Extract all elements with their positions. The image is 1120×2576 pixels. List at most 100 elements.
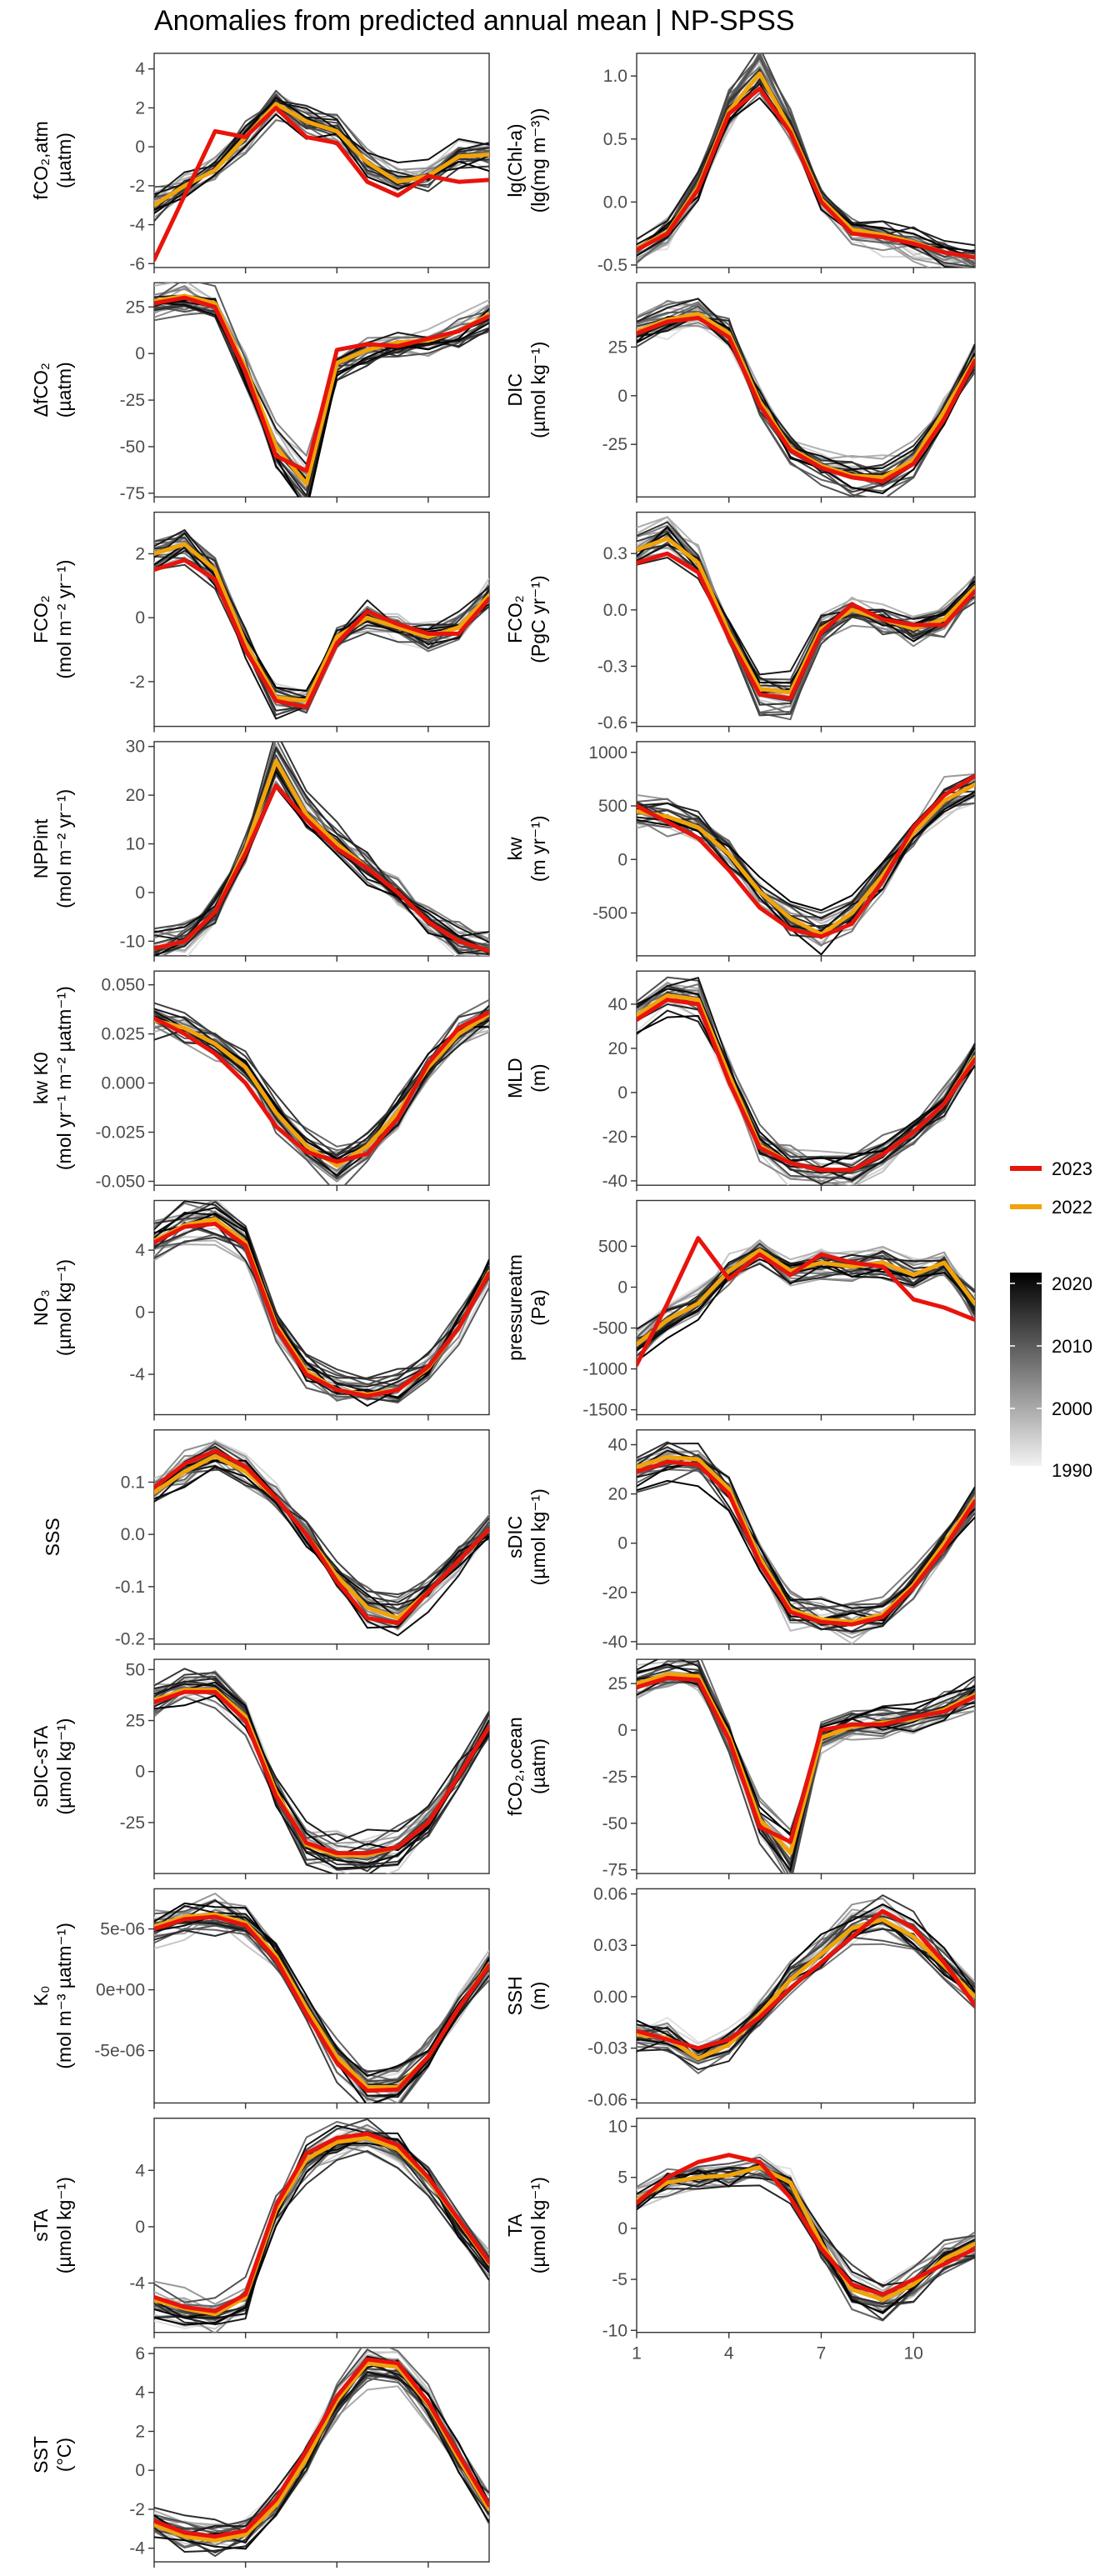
y-axis-label: fCO₂,atm bbox=[30, 121, 52, 200]
panel-sdic-sta: -25 0 25 50 sDIC-sTA (µmol kg⁻¹) bbox=[30, 1658, 490, 1880]
y-tick-label: 25 bbox=[608, 338, 628, 357]
y-tick-label: 0.00 bbox=[593, 1988, 628, 2007]
y-tick-label: -20 bbox=[602, 1128, 628, 1147]
y-tick-label: -0.2 bbox=[115, 1630, 145, 1649]
year-line bbox=[154, 543, 489, 693]
y-tick-label: -2 bbox=[129, 177, 145, 196]
y-axis-label: kw bbox=[504, 837, 526, 861]
series-lines bbox=[154, 2118, 489, 2333]
series-2023-line bbox=[154, 2131, 489, 2313]
y-axis-unit: (µatm) bbox=[53, 133, 75, 188]
panel-fco2-area: -2 0 2 FCO₂ (mol m⁻² yr⁻¹) bbox=[30, 511, 490, 733]
y-tick-label: -0.6 bbox=[598, 713, 628, 733]
y-axis-label: K₀ bbox=[30, 1985, 52, 2006]
y-axis-label: SSH bbox=[504, 1976, 526, 2015]
y-tick-label: 1000 bbox=[588, 743, 628, 763]
legend: 2023 2022 2020 2010 2000 1990 bbox=[1010, 1158, 1092, 1481]
year-line bbox=[637, 791, 975, 912]
y-axis-label: NPPint bbox=[30, 818, 52, 878]
x-tick-label: 7 bbox=[817, 2344, 827, 2363]
series-2023-line bbox=[154, 2357, 489, 2539]
series-lines bbox=[154, 741, 489, 956]
y-axis-unit: (µmol kg⁻¹) bbox=[528, 1488, 549, 1585]
series-lines bbox=[637, 1659, 975, 1874]
year-line bbox=[154, 2118, 489, 2318]
y-axis-label: SST bbox=[30, 2436, 52, 2473]
y-tick-label: 4 bbox=[135, 60, 145, 79]
y-tick-label: 0 bbox=[135, 608, 145, 628]
panel-ssh: -0.06 -0.03 0.00 0.03 0.06 SSH (m) bbox=[504, 1885, 976, 2109]
y-axis-unit: (µmol kg⁻¹) bbox=[528, 342, 549, 438]
series-lines bbox=[154, 998, 489, 1186]
year-line bbox=[154, 1233, 489, 1403]
y-tick-label: -0.5 bbox=[598, 256, 628, 275]
panel-frame bbox=[153, 511, 490, 728]
x-tick-label: 10 bbox=[418, 2573, 438, 2576]
colorbar-label: 2020 bbox=[1052, 1273, 1092, 1294]
panel--fco2: -75 -50 -25 0 25 ΔfCO₂ (µatm) bbox=[30, 282, 490, 503]
y-axis-unit: (µatm) bbox=[53, 362, 75, 418]
y-tick-label: -500 bbox=[592, 1319, 628, 1338]
year-line bbox=[637, 992, 975, 1167]
y-tick-label: -6 bbox=[129, 254, 145, 273]
x-tick-label: 1 bbox=[632, 2344, 642, 2363]
y-axis-unit: (mol m⁻² yr⁻¹) bbox=[53, 560, 75, 679]
y-tick-label: -10 bbox=[602, 2321, 628, 2340]
panel-fco2-atm: -6 -4 -2 0 2 4 fCO₂,atm (µatm) bbox=[30, 53, 490, 273]
year-line bbox=[637, 1253, 975, 1351]
series-2023-line bbox=[154, 1689, 489, 1856]
y-tick-label: 4 bbox=[135, 1241, 145, 1260]
y-tick-label: 30 bbox=[126, 738, 145, 757]
y-tick-label: 25 bbox=[608, 1674, 628, 1693]
y-tick-label: -5e-06 bbox=[94, 2042, 145, 2061]
y-tick-label: 0 bbox=[135, 883, 145, 903]
y-tick-label: -4 bbox=[129, 216, 145, 235]
year-line bbox=[154, 298, 489, 498]
y-axis-label: lg(Chl-a) bbox=[504, 123, 526, 197]
y-axis-unit: (Pa) bbox=[528, 1289, 549, 1325]
y-tick-label: 5e-06 bbox=[100, 1920, 145, 1939]
series-2023-line bbox=[154, 1448, 489, 1626]
y-tick-label: 1.0 bbox=[603, 67, 628, 86]
series-2022-line bbox=[637, 782, 975, 937]
y-tick-label: 0 bbox=[618, 1721, 628, 1740]
panel-sdic: -40 -20 0 20 40 sDIC (µmol kg⁻¹) bbox=[504, 1429, 976, 1652]
y-tick-label: -0.050 bbox=[95, 1172, 145, 1191]
y-axis-unit: (µatm) bbox=[528, 1738, 549, 1794]
y-tick-label: -20 bbox=[602, 1583, 628, 1603]
panel-pressure-atm: -1500 -1000 -500 0 500 pressureatm (Pa) bbox=[504, 1199, 976, 1421]
panel-frame bbox=[153, 1888, 490, 2104]
y-tick-label: -2 bbox=[129, 673, 145, 692]
x-tick-label: 1 bbox=[149, 2573, 159, 2576]
panel-sss: -0.2 -0.1 0.0 0.1 SSS bbox=[42, 1429, 490, 1650]
y-tick-label: 0.0 bbox=[603, 601, 628, 620]
y-tick-label: -1000 bbox=[582, 1360, 628, 1379]
series-2023-line bbox=[637, 1459, 975, 1627]
y-tick-label: -0.025 bbox=[95, 1123, 145, 1143]
y-tick-label: 0.06 bbox=[593, 1885, 628, 1904]
y-tick-label: -25 bbox=[602, 435, 628, 454]
y-tick-label: 6 bbox=[135, 2344, 145, 2363]
year-line bbox=[154, 1928, 489, 2083]
y-axis-label: sTA bbox=[30, 2208, 52, 2242]
y-tick-label: 0.5 bbox=[603, 130, 628, 149]
y-tick-label: -5 bbox=[612, 2270, 628, 2289]
y-tick-label: 2 bbox=[135, 544, 145, 563]
year-line bbox=[154, 1694, 489, 1858]
y-tick-label: -0.06 bbox=[588, 2090, 628, 2109]
y-axis-label: sDIC bbox=[504, 1516, 526, 1558]
y-tick-label: 0 bbox=[135, 1763, 145, 1782]
panel-dic: -25 0 25 DIC (µmol kg⁻¹) bbox=[504, 282, 976, 503]
y-axis-label: sDIC-sTA bbox=[30, 1725, 52, 1808]
year-line bbox=[154, 1222, 489, 1388]
y-tick-label: 0.0 bbox=[121, 1525, 145, 1544]
y-axis-unit: (µmol kg⁻¹) bbox=[53, 1718, 75, 1815]
y-tick-label: -4 bbox=[129, 2274, 145, 2293]
y-axis-unit: (PgC yr⁻¹) bbox=[528, 575, 549, 663]
series-lines bbox=[637, 773, 975, 956]
y-tick-label: 50 bbox=[126, 1660, 145, 1679]
y-tick-label: 0e+00 bbox=[96, 1981, 145, 2000]
y-tick-label: 0 bbox=[135, 2461, 145, 2480]
y-tick-label: 0 bbox=[135, 138, 145, 157]
